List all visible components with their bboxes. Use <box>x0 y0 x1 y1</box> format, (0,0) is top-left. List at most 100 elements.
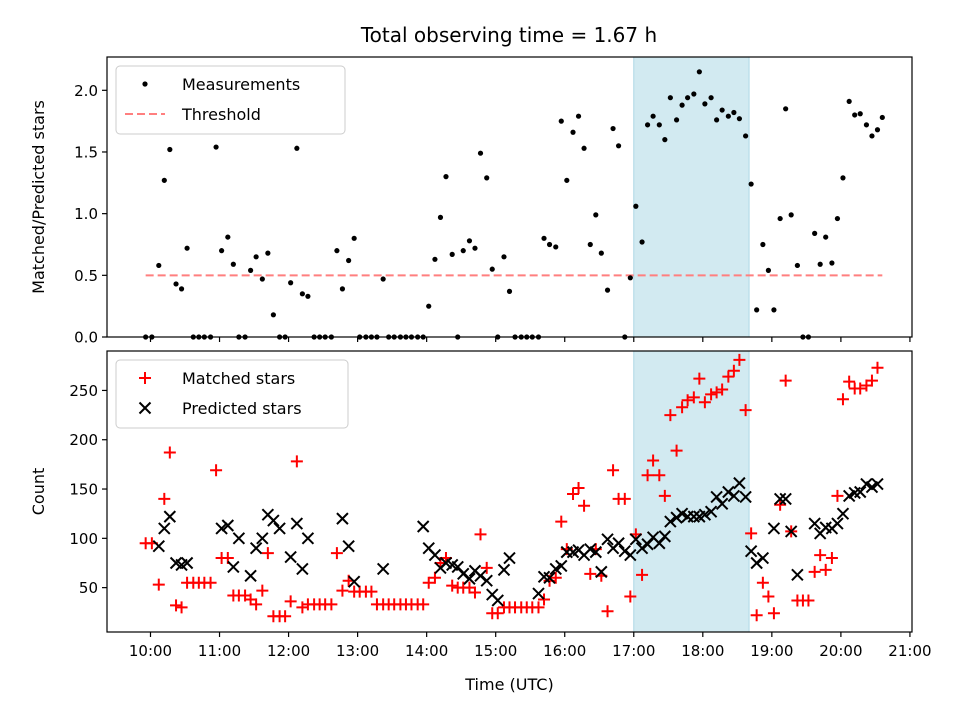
matched-point <box>261 547 274 560</box>
predicted-point <box>871 477 884 491</box>
measurement-point <box>852 112 858 118</box>
measurement-point <box>644 122 651 128</box>
matched-point <box>705 388 718 401</box>
predicted-point <box>376 562 390 576</box>
predicted-point <box>601 533 614 546</box>
highlight-span <box>633 350 750 633</box>
predicted-point <box>296 562 309 576</box>
measurement-point <box>575 113 582 119</box>
measurement-point <box>783 106 789 112</box>
legend-label: Threshold <box>181 105 261 124</box>
x-tick-label: 13:00 <box>336 642 379 660</box>
measurement-point <box>788 212 794 218</box>
legend-label: Predicted stars <box>182 399 302 418</box>
predicted-point <box>658 530 672 543</box>
y-tick-label: 1.5 <box>74 143 98 161</box>
measurement-point <box>253 254 259 260</box>
matched-point <box>532 601 545 614</box>
predicted-point <box>416 520 430 533</box>
measurement-point <box>627 275 633 281</box>
highlight-span <box>633 56 750 338</box>
predicted-point <box>739 490 752 504</box>
matched-point <box>831 489 844 502</box>
matched-point <box>756 576 769 589</box>
matched-point <box>567 487 580 500</box>
matched-point <box>336 584 349 597</box>
predicted-point <box>629 533 643 546</box>
measurement-point <box>650 113 656 119</box>
measurement-point <box>639 239 645 245</box>
matched-point <box>175 601 188 614</box>
predicted-point <box>722 485 735 499</box>
matched-point <box>428 571 441 584</box>
measurement-point <box>633 203 639 209</box>
measurement-point <box>380 276 386 282</box>
matched-point <box>618 492 631 505</box>
predicted-point <box>336 512 349 525</box>
legend-label: Matched stars <box>182 369 295 388</box>
measurement-point <box>731 109 737 116</box>
y-axis-label: Matched/Predicted stars <box>29 100 48 294</box>
predicted-point <box>227 560 240 574</box>
matched-point <box>624 590 637 603</box>
predicted-point <box>301 532 315 545</box>
measurement-point <box>777 215 783 222</box>
y-axis-label: Count <box>29 468 48 516</box>
y-tick-label: 0.0 <box>74 329 98 347</box>
predicted-point <box>756 551 770 565</box>
measurement-point <box>346 257 352 264</box>
matched-point <box>676 401 689 414</box>
legend-box <box>115 359 349 429</box>
matched-point <box>555 515 568 528</box>
predicted-point <box>543 571 556 584</box>
predicted-point <box>773 492 787 506</box>
y-tick-label: 250 <box>69 382 98 400</box>
x-tick-label: 16:00 <box>543 642 586 660</box>
y-tick-label: 100 <box>69 530 98 548</box>
x-tick-label: 15:00 <box>474 642 517 660</box>
measurement-point <box>437 214 444 220</box>
predicted-point <box>342 540 355 553</box>
measurement-point <box>299 291 305 297</box>
measurement-point <box>570 129 576 135</box>
matched-point <box>825 552 838 565</box>
measurement-point <box>541 235 547 241</box>
measurement-point <box>673 117 680 123</box>
measurement-point <box>230 261 236 267</box>
matched-point <box>722 370 735 383</box>
legend-marker <box>139 372 151 384</box>
predicted-point <box>687 510 701 523</box>
matched-point <box>170 599 183 612</box>
matched-point <box>693 372 706 385</box>
measurement-point <box>879 114 885 121</box>
matched-point <box>250 598 263 611</box>
measurement-point <box>564 177 570 183</box>
measurement-point <box>443 174 449 180</box>
top-panel: 0.0 0.5 1.0 1.5 2.0 Matched/Predicted stars Me… <box>29 56 913 347</box>
predicted-point <box>704 505 718 518</box>
measurement-point <box>685 95 691 101</box>
measurement-point <box>615 143 622 149</box>
measurement-point <box>489 266 495 272</box>
predicted-point <box>532 587 545 600</box>
predicted-point <box>784 525 798 538</box>
axes-frame <box>106 350 913 633</box>
predicted-point <box>463 572 476 585</box>
measurement-point <box>817 261 823 267</box>
y-tick-label: 150 <box>69 481 98 499</box>
measurement-point <box>432 256 438 262</box>
measurement-point <box>484 175 490 181</box>
measurement-point <box>743 133 749 139</box>
measurement-point <box>765 267 771 273</box>
matched-point <box>854 382 867 395</box>
measurement-point <box>662 137 668 143</box>
measurement-point <box>696 69 702 75</box>
predicted-point <box>624 548 637 562</box>
series-0 <box>139 353 884 623</box>
matched-point <box>474 528 487 541</box>
predicted-point <box>480 574 493 587</box>
measurement-point <box>794 262 800 269</box>
chart-title: Total observing time = 1.67 h <box>360 23 657 47</box>
matched-point <box>802 594 815 607</box>
matched-point <box>468 586 481 599</box>
